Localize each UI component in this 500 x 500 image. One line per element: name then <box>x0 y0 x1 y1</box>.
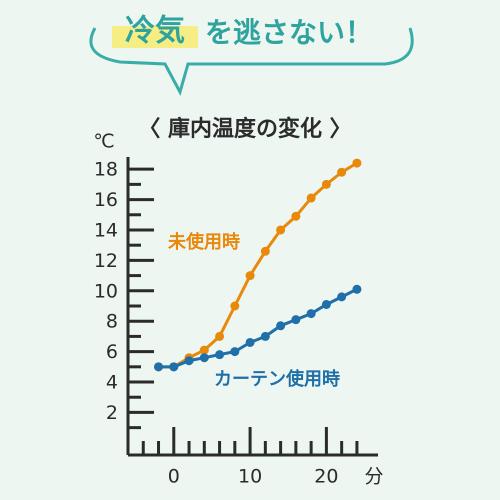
point <box>291 211 301 221</box>
point <box>291 315 301 325</box>
point <box>215 350 225 360</box>
speech-bubble <box>89 27 414 96</box>
point <box>245 271 255 281</box>
point <box>352 284 362 294</box>
y-unit: ℃ <box>93 131 114 153</box>
point <box>260 331 270 341</box>
y-tick-label: 8 <box>106 311 118 333</box>
y-tick-label: 12 <box>94 250 118 272</box>
x-tick-label: 20 <box>314 466 338 488</box>
point <box>321 179 331 189</box>
y-tick-label: 18 <box>94 159 118 181</box>
point <box>230 347 240 357</box>
point <box>276 225 286 235</box>
point <box>230 301 240 311</box>
chart-title: 〈 庫内温度の変化 〉 <box>138 116 351 142</box>
point <box>337 292 347 302</box>
point <box>245 337 255 347</box>
headline: を逃さない！ <box>205 16 373 49</box>
y-tick-label: 10 <box>94 280 118 302</box>
series-label: 未使用時 <box>168 232 240 253</box>
x-tick-label: 10 <box>238 466 262 488</box>
point <box>199 345 209 355</box>
point <box>260 246 270 256</box>
y-tick-label: 16 <box>94 189 118 211</box>
highlight <box>112 26 198 48</box>
point <box>154 362 164 372</box>
point <box>184 356 194 366</box>
point <box>199 353 209 363</box>
point <box>276 321 286 331</box>
series-label: カーテン使用時 <box>214 369 340 390</box>
point <box>306 309 316 319</box>
point <box>352 158 362 168</box>
headline-highlight: 冷気 <box>125 14 185 49</box>
point <box>215 331 225 341</box>
point <box>306 193 316 203</box>
x-unit: 分 <box>364 466 383 488</box>
y-tick-label: 14 <box>94 219 118 241</box>
point <box>337 167 347 177</box>
point <box>321 299 331 309</box>
y-tick-label: 4 <box>106 372 118 394</box>
y-tick-label: 6 <box>106 341 118 363</box>
x-tick-label: 0 <box>168 466 180 488</box>
y-tick-label: 2 <box>106 402 118 424</box>
point <box>169 362 179 372</box>
